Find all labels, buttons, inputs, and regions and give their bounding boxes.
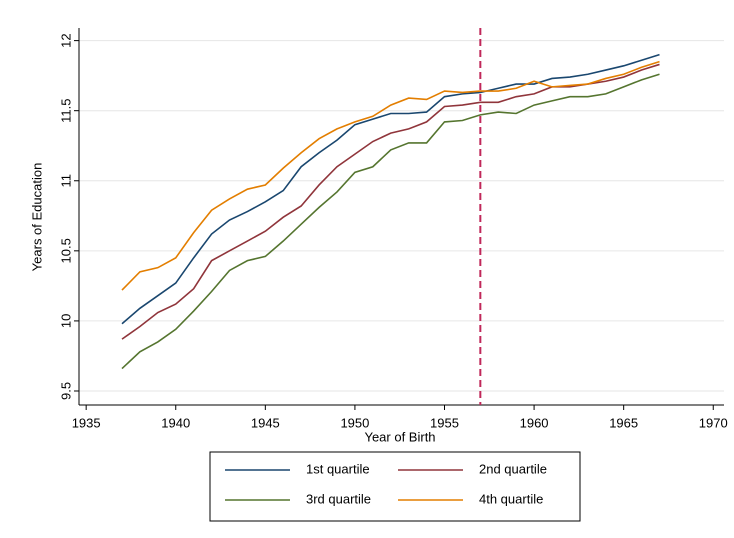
y-axis-title: Years of Education [29, 163, 44, 272]
legend-label: 1st quartile [306, 461, 370, 476]
legend-label: 3rd quartile [306, 491, 371, 506]
x-tick-label: 1960 [520, 415, 549, 430]
series-line [121, 53, 660, 325]
legend-box [209, 451, 581, 522]
series-line [121, 63, 660, 340]
y-tick-label: 10.5 [58, 238, 73, 263]
legend-label: 2nd quartile [479, 461, 547, 476]
x-axis-title: Year of Birth [364, 429, 435, 444]
series-line [121, 60, 660, 291]
series-line [121, 73, 660, 370]
x-tick-label: 1940 [161, 415, 190, 430]
x-tick-label: 1945 [251, 415, 280, 430]
y-tick-label: 9.5 [58, 382, 73, 400]
y-tick-label: 11 [58, 174, 73, 188]
x-tick-label: 1955 [430, 415, 459, 430]
y-tick-label: 11.5 [58, 99, 73, 123]
y-tick-label: 10 [58, 314, 73, 328]
x-tick-label: 1965 [609, 415, 638, 430]
x-tick-label: 1935 [72, 415, 101, 430]
x-tick-label: 1950 [340, 415, 369, 430]
y-tick-label: 12 [58, 33, 73, 47]
legend-label: 4th quartile [479, 491, 543, 506]
x-tick-label: 1970 [699, 415, 728, 430]
